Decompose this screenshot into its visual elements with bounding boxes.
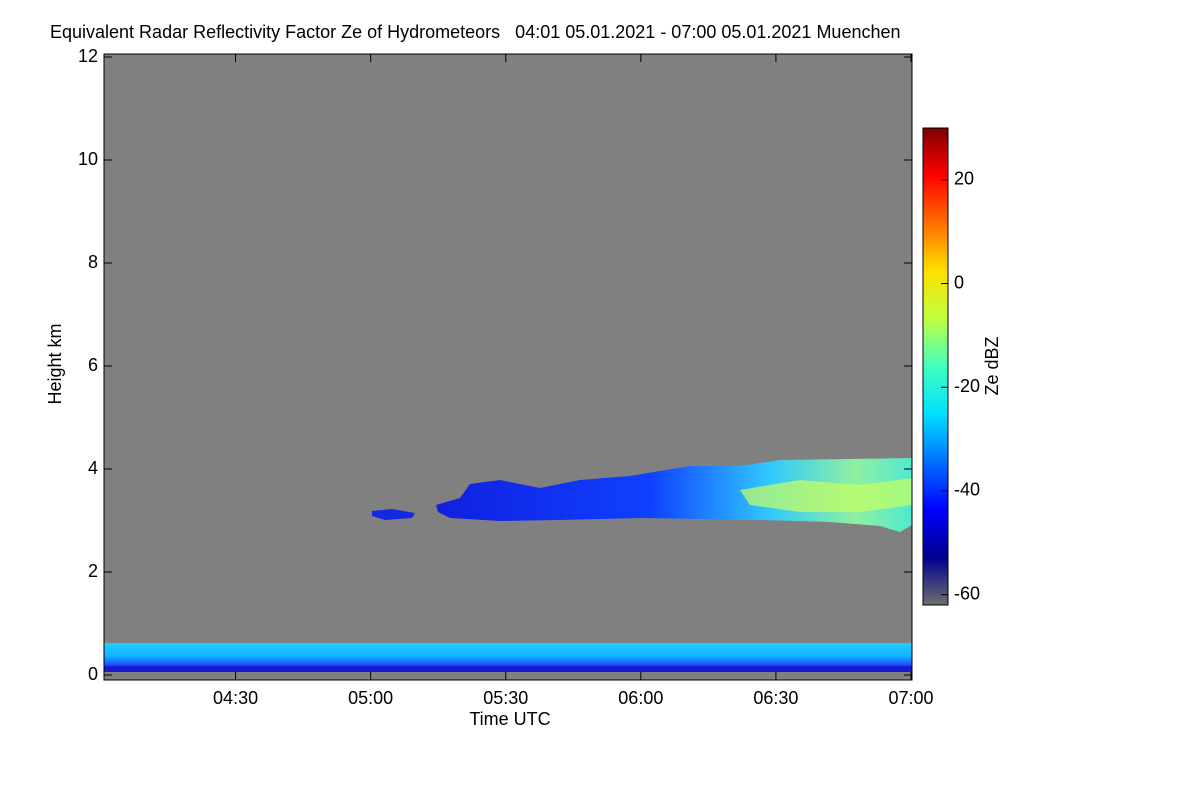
colorbar-tick-label: -20: [954, 376, 980, 396]
y-tick-label: 10: [78, 149, 98, 169]
plot-background: [104, 54, 912, 680]
y-tick-label: 0: [88, 664, 98, 684]
colorbar-tick-label: -60: [954, 583, 980, 603]
y-axis-label: Height km: [45, 323, 65, 404]
x-tick-label: 05:30: [483, 688, 528, 708]
colorbar: [922, 127, 949, 606]
x-tick-label: 06:00: [618, 688, 663, 708]
y-tick-label: 12: [78, 46, 98, 66]
y-tick-label: 2: [88, 561, 98, 581]
x-tick-label: 05:00: [348, 688, 393, 708]
y-tick-label: 4: [88, 458, 98, 478]
colorbar-tick-label: -40: [954, 480, 980, 500]
x-axis-label: Time UTC: [469, 709, 550, 729]
x-tick-label: 07:00: [888, 688, 933, 708]
chart-title: Equivalent Radar Reflectivity Factor Ze …: [50, 22, 901, 42]
colorbar-tick-label: 20: [954, 169, 974, 189]
x-tick-label: 06:30: [753, 688, 798, 708]
y-tick-label: 8: [88, 252, 98, 272]
colorbar-label: Ze dBZ: [982, 336, 1002, 395]
colorbar-tick-label: 0: [954, 272, 964, 292]
radar-echo: [104, 458, 912, 672]
x-tick-label: 04:30: [213, 688, 258, 708]
plot-frame: [103, 53, 913, 681]
y-tick-label: 6: [88, 355, 98, 375]
